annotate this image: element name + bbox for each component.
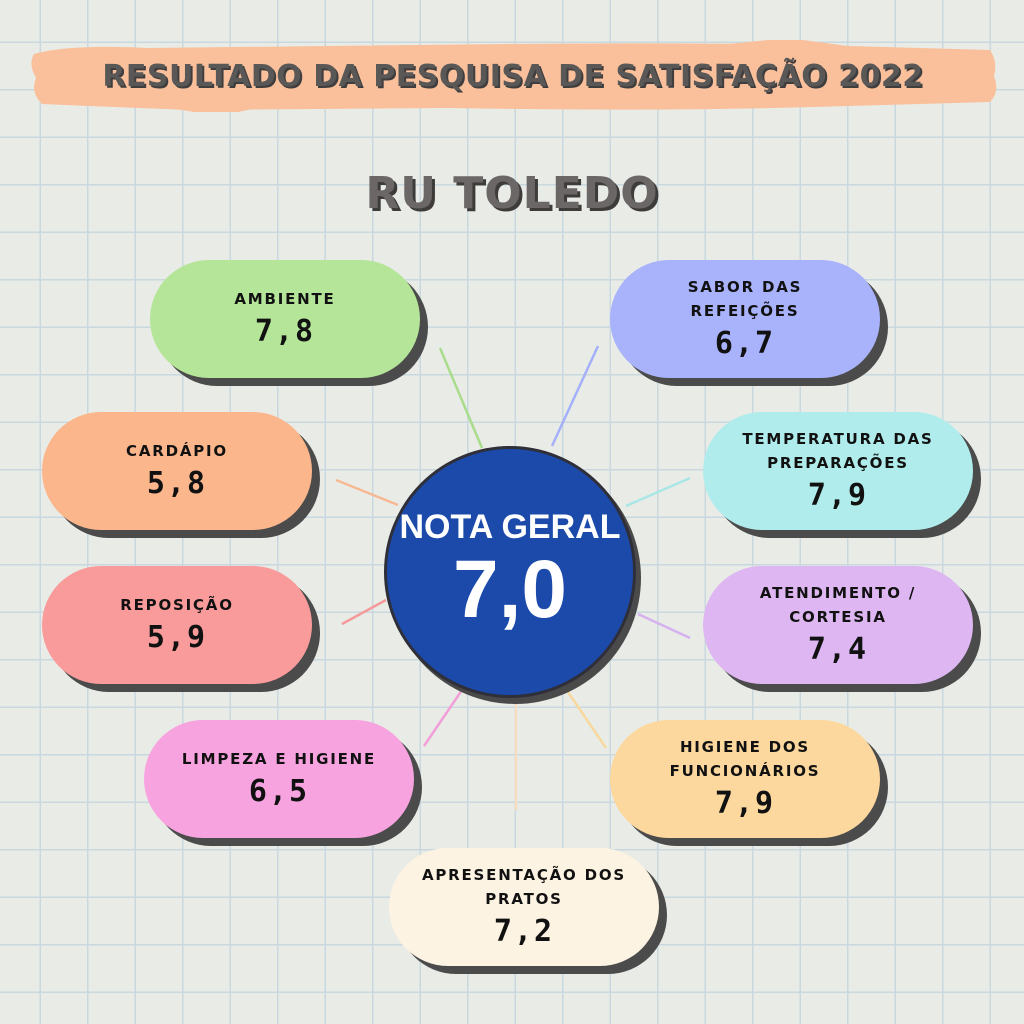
category-label: LIMPEZA E HIGIENE <box>181 750 377 768</box>
spoke-sabor <box>550 345 600 447</box>
category-apresentacao-dos-pratos: APRESENTAÇÃO DOS PRATOS 7,2 <box>389 848 659 966</box>
page-title: RESULTADO DA PESQUISA DE SATISFAÇÃO 2022 <box>102 58 924 94</box>
brush-stroke-banner <box>31 40 997 112</box>
category-label: AMBIENTE <box>234 290 336 308</box>
category-score: 5,9 <box>146 620 208 655</box>
category-label: REPOSIÇÃO <box>120 596 234 614</box>
category-label: APRESENTAÇÃO DOS PRATOS <box>421 866 627 908</box>
title-banner: RESULTADO DA PESQUISA DE SATISFAÇÃO 2022 <box>28 40 998 112</box>
category-reposicao: REPOSIÇÃO 5,9 <box>42 566 312 684</box>
category-ambiente: AMBIENTE 7,8 <box>150 260 420 378</box>
category-score: 7,9 <box>807 478 869 513</box>
spoke-cardapio <box>335 478 399 507</box>
category-label: ATENDIMENTO / CORTESIA <box>759 584 917 626</box>
category-limpeza-e-higiene: LIMPEZA E HIGIENE 6,5 <box>144 720 414 838</box>
page-subtitle: RU TOLEDO <box>365 168 659 219</box>
category-score: 7,8 <box>254 314 316 349</box>
spoke-limpeza <box>422 689 464 747</box>
category-label: HIGIENE DOS FUNCIONÁRIOS <box>669 738 821 780</box>
category-cardapio: CARDÁPIO 5,8 <box>42 412 312 530</box>
category-temperatura-das-preparacoes: TEMPERATURA DAS PREPARAÇÕES 7,9 <box>703 412 973 530</box>
category-score: 6,7 <box>714 326 776 361</box>
category-score: 7,4 <box>807 632 869 667</box>
spoke-atendimento <box>637 612 691 640</box>
category-label: SABOR DAS REFEIÇÕES <box>687 278 803 320</box>
category-score: 7,2 <box>493 914 555 949</box>
category-label: TEMPERATURA DAS PREPARAÇÕES <box>742 430 934 472</box>
spoke-reposicao <box>341 598 387 626</box>
category-score: 7,9 <box>714 786 776 821</box>
category-sabor-das-refeicoes: SABOR DAS REFEIÇÕES 6,7 <box>610 260 880 378</box>
category-label: CARDÁPIO <box>126 442 228 460</box>
spoke-temperatura <box>625 476 691 508</box>
spoke-higiene <box>566 691 608 749</box>
overall-score-circle: NOTA GERAL 7,0 <box>384 446 636 698</box>
category-score: 6,5 <box>248 774 310 809</box>
overall-score-label: NOTA GERAL <box>399 507 621 546</box>
category-atendimento-cortesia: ATENDIMENTO / CORTESIA 7,4 <box>703 566 973 684</box>
spoke-ambiente <box>438 347 484 449</box>
category-score: 5,8 <box>146 466 208 501</box>
overall-score-value: 7,0 <box>453 543 567 635</box>
category-higiene-dos-funcionarios: HIGIENE DOS FUNCIONÁRIOS 7,9 <box>610 720 880 838</box>
